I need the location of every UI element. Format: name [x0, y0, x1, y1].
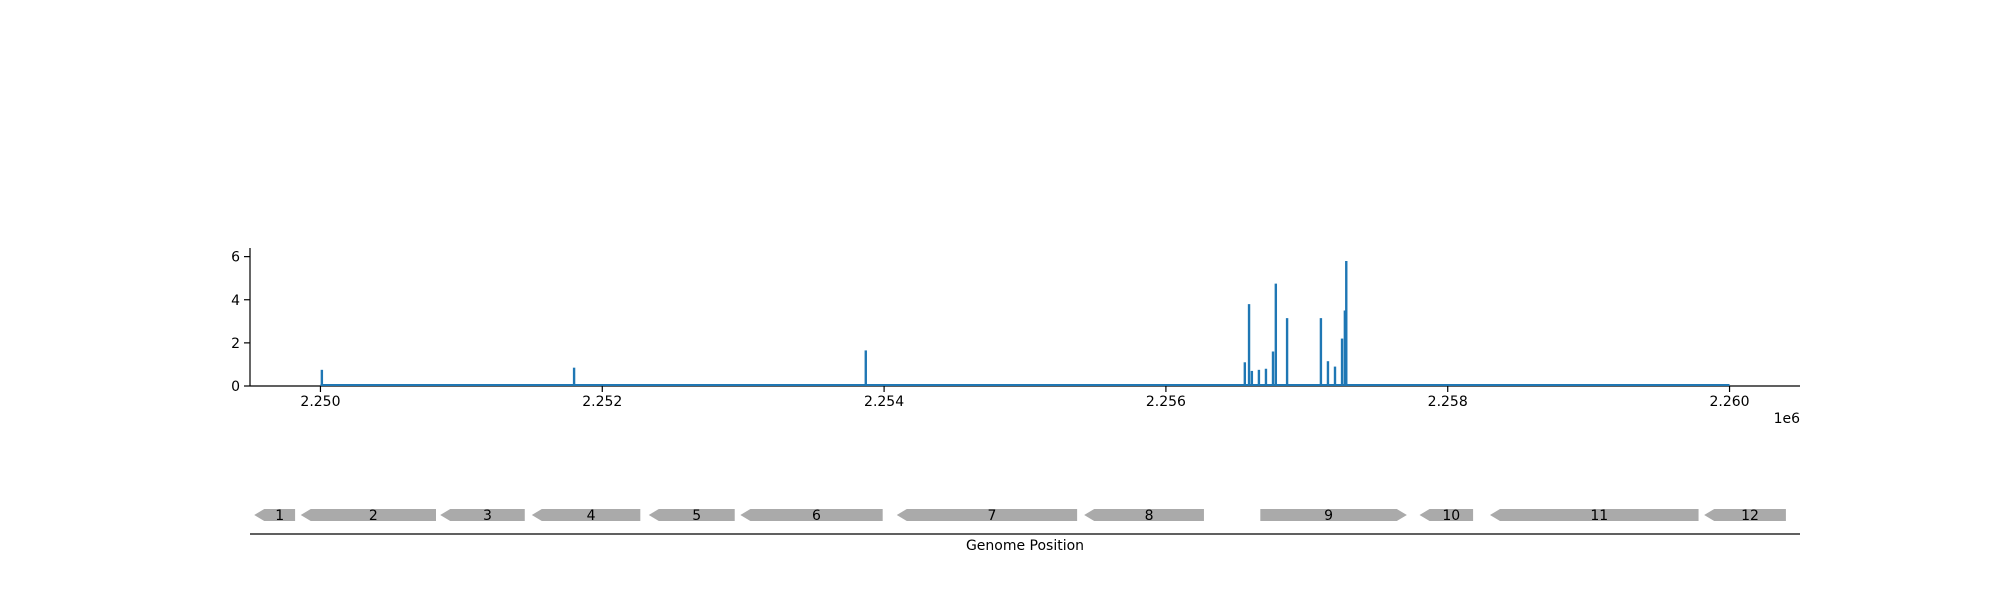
gene-label: 12	[1741, 508, 1759, 524]
gene-label: 7	[987, 508, 996, 524]
y-ticks: 0 2 4 6	[231, 250, 250, 395]
y-tick-label: 4	[231, 293, 240, 309]
x-offset-label: 1e6	[1774, 411, 1801, 427]
y-tick-label: 0	[231, 379, 240, 395]
gene-arrow	[896, 509, 1078, 521]
gene-arrow	[648, 509, 735, 521]
x-tick-label: 2.254	[864, 394, 904, 410]
gene-arrow	[1084, 509, 1204, 521]
gene-arrow	[300, 509, 436, 521]
gene-arrow	[254, 509, 296, 521]
gene-label: 10	[1442, 508, 1460, 524]
gene-label: 11	[1590, 508, 1608, 524]
coverage-bars	[320, 260, 1348, 386]
gene-label: 5	[692, 508, 701, 524]
gene-track: 1 2 3 4 5 6 7 8 9 10 11 12 Genome Position	[250, 508, 1800, 554]
gene-arrow	[1260, 509, 1407, 521]
x-tick-label: 2.252	[582, 394, 622, 410]
gene-arrow	[531, 509, 641, 521]
x-tick-label: 2.250	[300, 394, 340, 410]
y-tick-label: 6	[231, 250, 240, 266]
gene-arrow	[440, 509, 525, 521]
x-tick-label: 2.260	[1709, 394, 1749, 410]
gene-label: 4	[587, 508, 596, 524]
gene-arrow	[1704, 509, 1786, 521]
gene-arrow	[1490, 509, 1699, 521]
gene-label: 9	[1324, 508, 1333, 524]
x-ticks: 2.250 2.252 2.254 2.256 2.258 2.260	[300, 386, 1750, 410]
x-tick-label: 2.258	[1428, 394, 1468, 410]
coverage-chart: 0 2 4 6 2.250 2.252 2.254 2.256 2.258 2.260 1e6	[231, 248, 1800, 427]
gene-arrow	[1419, 509, 1474, 521]
gene-arrow	[740, 509, 883, 521]
gene-label: 6	[812, 508, 821, 524]
gene-label: 1	[275, 508, 284, 524]
y-tick-label: 2	[231, 336, 240, 352]
gene-label: 2	[369, 508, 378, 524]
gene-label: 8	[1145, 508, 1154, 524]
x-tick-label: 2.256	[1146, 394, 1186, 410]
genome-position-label: Genome Position	[966, 538, 1084, 554]
gene-label: 3	[483, 508, 492, 524]
gene-arrows: 1 2 3 4 5 6 7 8 9 10 11 12	[254, 508, 1786, 524]
